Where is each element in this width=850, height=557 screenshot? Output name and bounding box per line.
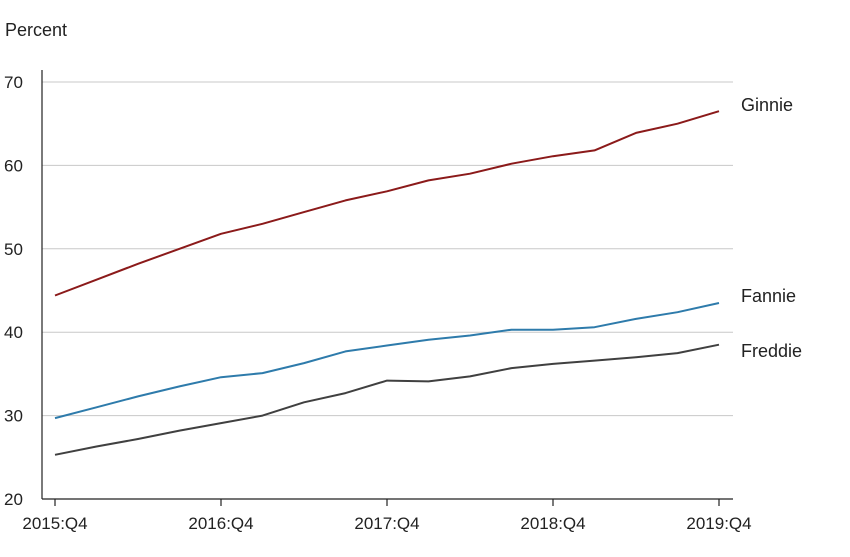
axes [41,70,733,500]
series-label-ginnie: Ginnie [741,95,793,115]
x-tick-label: 2019:Q4 [686,514,751,533]
x-tick-label: 2016:Q4 [188,514,253,533]
series-lines [54,110,720,456]
y-tick-label: 70 [4,73,23,92]
y-axis-unit-label: Percent [5,20,67,40]
y-tick-label: 30 [4,407,23,426]
series-labels: Ginnie Fannie Freddie [741,95,802,361]
series-line-ginnie [54,110,720,297]
y-tick-label: 60 [4,156,23,175]
series-label-freddie: Freddie [741,341,802,361]
y-tick-label: 40 [4,323,23,342]
x-tick-label: 2015:Q4 [22,514,87,533]
y-tick-labels: 20 30 40 50 60 70 [4,73,23,509]
y-tick-label: 50 [4,240,23,259]
x-tick-label: 2017:Q4 [354,514,419,533]
x-tick-labels: 2015:Q4 2016:Q4 2017:Q4 2018:Q4 2019:Q4 [22,499,752,533]
y-tick-label: 20 [4,490,23,509]
series-label-fannie: Fannie [741,286,796,306]
x-tick-label: 2018:Q4 [520,514,585,533]
gridlines [42,81,733,417]
series-line-freddie [54,343,720,456]
series-line-fannie [54,302,720,420]
